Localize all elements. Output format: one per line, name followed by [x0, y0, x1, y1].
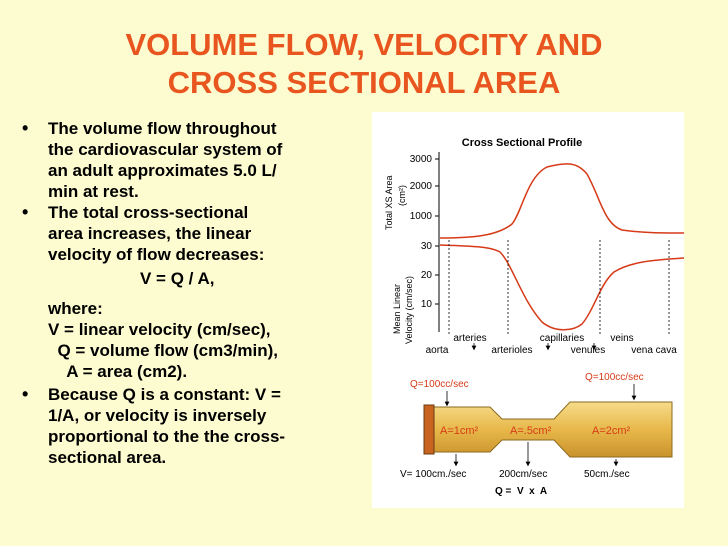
pipe-body [423, 401, 673, 458]
bullet-list: • The volume flow throughout the cardiov… [22, 118, 367, 468]
flow-formula: Q = V x A [495, 486, 547, 497]
cross-section-diagram: Cross Sectional Profile Total XS Area (c… [384, 137, 684, 497]
bullet-marker: • [22, 384, 29, 404]
bullet-text-line: The total cross-sectional [48, 203, 249, 222]
bottom-tick-label: 20 [421, 270, 433, 281]
vessel-label-aorta: aorta [426, 345, 449, 356]
vessel-label-vena-cava: vena cava [631, 345, 677, 356]
top-tick-label: 3000 [410, 154, 433, 165]
bottom-ylabel-unit: Velocity (cm/sec) [404, 276, 414, 344]
bottom-tick-label: 30 [421, 241, 433, 252]
title-line-2: CROSS SECTIONAL AREA [167, 65, 561, 100]
area-label-2: A=.5cm² [510, 425, 552, 437]
title-line-1: VOLUME FLOW, VELOCITY AND [125, 27, 603, 62]
area-label-3: A=2cm² [592, 425, 631, 437]
q-left-label: Q=100cc/sec [410, 379, 469, 390]
bullet-item-volume-flow: • The volume flow throughout the cardiov… [22, 118, 367, 202]
velocity-arrows [453, 442, 619, 467]
velocity-label-3: 50cm./sec [584, 469, 630, 480]
q-right-label: Q=100cc/sec [585, 372, 644, 383]
bullet-item-cross-section: • The total cross-sectional area increas… [22, 202, 367, 265]
where-line: V = linear velocity (cm/sec), [48, 320, 271, 339]
where-block: where: V = linear velocity (cm/sec), Q =… [22, 298, 367, 382]
velocity-curve [439, 244, 684, 331]
bottom-ylabel: Mean Linear [392, 284, 402, 334]
bullet-text-line: proportional to the the cross- [48, 427, 286, 446]
bottom-tick-label: 10 [421, 299, 433, 310]
bullet-text-line: the cardiovascular system of [48, 140, 283, 159]
vessel-guides [448, 240, 670, 334]
bullet-text-line: min at rest. [48, 182, 139, 201]
bullet-marker: • [22, 202, 29, 222]
cross-section-figure: Cross Sectional Profile Total XS Area (c… [372, 112, 684, 508]
vessel-arrows [471, 343, 597, 351]
vessel-label-veins: veins [610, 333, 633, 344]
slide-title: VOLUME FLOW, VELOCITY AND CROSS SECTIONA… [40, 26, 688, 102]
top-tick-label: 1000 [410, 211, 433, 222]
area-label-1: A=1cm² [440, 425, 479, 437]
vessel-label-capillaries: capillaries [540, 333, 584, 344]
bullet-marker: • [22, 118, 29, 138]
velocity-label-2: 200cm/sec [499, 469, 547, 480]
bullet-item-constant: • Because Q is a constant: V = 1/A, or v… [22, 384, 367, 468]
velocity-label-1: V= 100cm./sec [400, 469, 466, 480]
where-line: Q = volume flow (cm3/min), [48, 341, 279, 360]
bullet-text-line: sectional area. [48, 448, 167, 467]
bullet-text-line: an adult approximates 5.0 L/ [48, 161, 277, 180]
vessel-label-arteries: arteries [453, 333, 486, 344]
top-tick-label: 2000 [410, 181, 433, 192]
bullet-text-line: The volume flow throughout [48, 119, 277, 138]
bullet-text-line: Because Q is a constant: V = [48, 385, 281, 404]
equation: V = Q / A, [140, 269, 215, 288]
top-ylabel-unit: (cm²) [397, 185, 407, 206]
area-curve [439, 163, 684, 239]
vessel-label-venules: venules [571, 345, 605, 356]
bullet-text-line: 1/A, or velocity is inversely [48, 406, 267, 425]
bullet-text-line: velocity of flow decreases: [48, 245, 265, 264]
where-line: where: [48, 299, 103, 318]
bullet-text-line: area increases, the linear [48, 224, 252, 243]
profile-title: Cross Sectional Profile [462, 137, 582, 149]
top-ylabel: Total XS Area [384, 175, 394, 230]
piston [423, 404, 435, 455]
vessel-label-arterioles: arterioles [491, 345, 532, 356]
where-line: A = area (cm2). [48, 362, 188, 381]
